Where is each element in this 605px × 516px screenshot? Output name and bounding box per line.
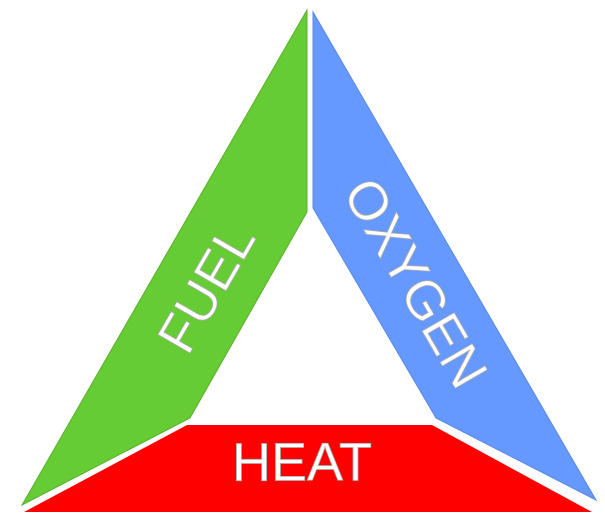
fire-triangle: FUEL OXYGEN HEAT <box>0 0 605 516</box>
heat-label: HEAT <box>232 432 372 492</box>
